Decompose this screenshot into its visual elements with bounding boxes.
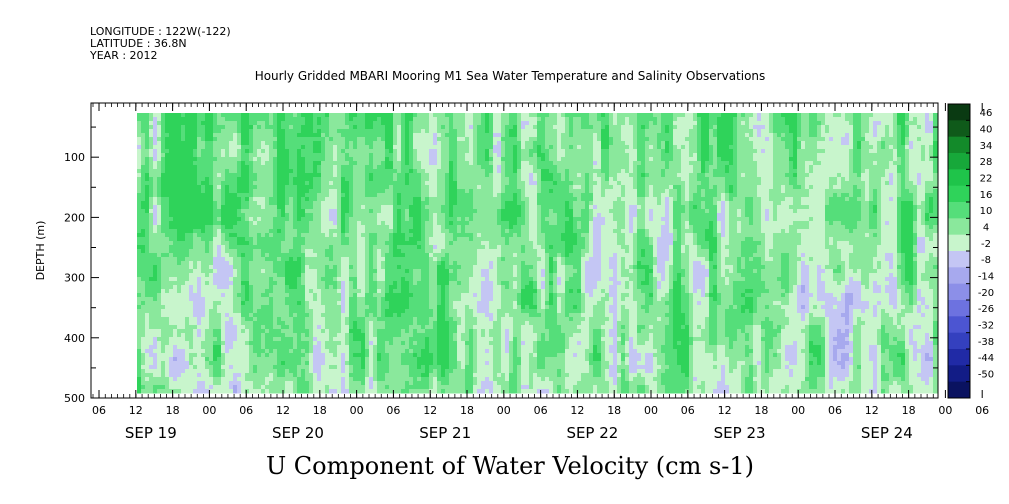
y-tick-label: 100 <box>64 151 85 164</box>
y-tick-label: 500 <box>64 392 85 405</box>
x-date-label: SEP 21 <box>419 424 471 442</box>
colorbar-label: 16 <box>980 190 993 201</box>
x-tick-label: 12 <box>276 404 290 417</box>
colorbar-swatch <box>948 300 970 317</box>
colorbar-swatch <box>948 267 970 285</box>
x-tick-label: 18 <box>902 404 916 417</box>
x-tick-label: 18 <box>460 404 474 417</box>
colorbar-swatch <box>948 202 970 219</box>
colorbar-label: 22 <box>980 174 993 185</box>
plot-frame <box>90 102 939 399</box>
x-date-label: SEP 19 <box>125 424 177 442</box>
colorbar-label: -20 <box>978 288 994 299</box>
x-date-label: SEP 20 <box>272 424 324 442</box>
colorbar-label: -2 <box>981 239 991 250</box>
colorbar-swatch <box>948 153 970 170</box>
colorbar-label: 28 <box>980 157 993 168</box>
x-tick-label: 00 <box>791 404 805 417</box>
y-tick-label: 200 <box>64 211 85 224</box>
latitude-label: LATITUDE : 36.8N <box>90 37 187 50</box>
x-tick-label: 12 <box>570 404 584 417</box>
heatmap-cells <box>137 113 938 394</box>
colorbar-label: 4 <box>983 223 989 234</box>
x-date-label: SEP 24 <box>861 424 913 442</box>
colorbar-swatch <box>948 234 970 252</box>
x-tick-label: 06 <box>975 404 989 417</box>
colorbar-label: -50 <box>978 370 994 381</box>
colorbar-label: 10 <box>980 206 993 217</box>
colorbar-swatch <box>948 332 970 350</box>
x-date-label: SEP 23 <box>714 424 766 442</box>
variable-title: U Component of Water Velocity (cm s-1) <box>265 452 755 480</box>
colorbar-swatch <box>948 136 970 154</box>
longitude-label: LONGITUDE : 122W(-122) <box>90 25 231 38</box>
x-tick-label: 06 <box>828 404 842 417</box>
x-tick-label: 06 <box>386 404 400 417</box>
colorbar-swatch <box>948 316 970 334</box>
chart-title: Hourly Gridded MBARI Mooring M1 Sea Wate… <box>254 69 766 83</box>
x-tick-label: 06 <box>534 404 548 417</box>
colorbar-label: -38 <box>978 337 994 348</box>
colorbar-label: -26 <box>978 304 994 315</box>
y-tick-label: 400 <box>64 332 85 345</box>
colorbar-swatch <box>948 169 970 187</box>
colorbar-swatch <box>948 251 970 268</box>
y-tick-label: 300 <box>64 272 85 285</box>
colorbar-swatch <box>948 120 970 138</box>
year-label: YEAR : 2012 <box>90 49 158 62</box>
x-tick-label: 00 <box>350 404 364 417</box>
colorbar-swatch <box>948 218 970 236</box>
colorbar-swatch <box>948 283 970 301</box>
x-tick-label: 18 <box>607 404 621 417</box>
x-tick-label: 12 <box>129 404 143 417</box>
y-axis-label: DEPTH (m) <box>34 221 47 281</box>
colorbar-label: 34 <box>980 141 993 152</box>
colorbar-label: 46 <box>980 108 993 119</box>
x-tick-label: 00 <box>644 404 658 417</box>
x-tick-label: 00 <box>202 404 216 417</box>
colorbar-swatch <box>948 365 970 383</box>
x-tick-label: 12 <box>865 404 879 417</box>
x-tick-label: 00 <box>497 404 511 417</box>
colorbar-label: -32 <box>978 321 994 332</box>
x-tick-label: 06 <box>239 404 253 417</box>
colorbar-swatch <box>948 381 970 399</box>
colorbar-label: -14 <box>978 272 994 283</box>
x-tick-label: 18 <box>754 404 768 417</box>
x-date-label: SEP 22 <box>566 424 618 442</box>
colorbar-label: -8 <box>981 255 991 266</box>
x-tick-label: 18 <box>166 404 180 417</box>
x-tick-label: 06 <box>681 404 695 417</box>
x-tick-label: 18 <box>313 404 327 417</box>
x-tick-label: 06 <box>92 404 106 417</box>
x-tick-label: 12 <box>423 404 437 417</box>
colorbar-swatch <box>948 104 970 121</box>
colorbar-swatch <box>948 349 970 366</box>
x-tick-label: 12 <box>718 404 732 417</box>
colorbar-label: -44 <box>978 353 994 364</box>
x-tick-label: 00 <box>938 404 952 417</box>
colorbar-swatch <box>948 185 970 203</box>
colorbar-label: 40 <box>980 125 993 136</box>
